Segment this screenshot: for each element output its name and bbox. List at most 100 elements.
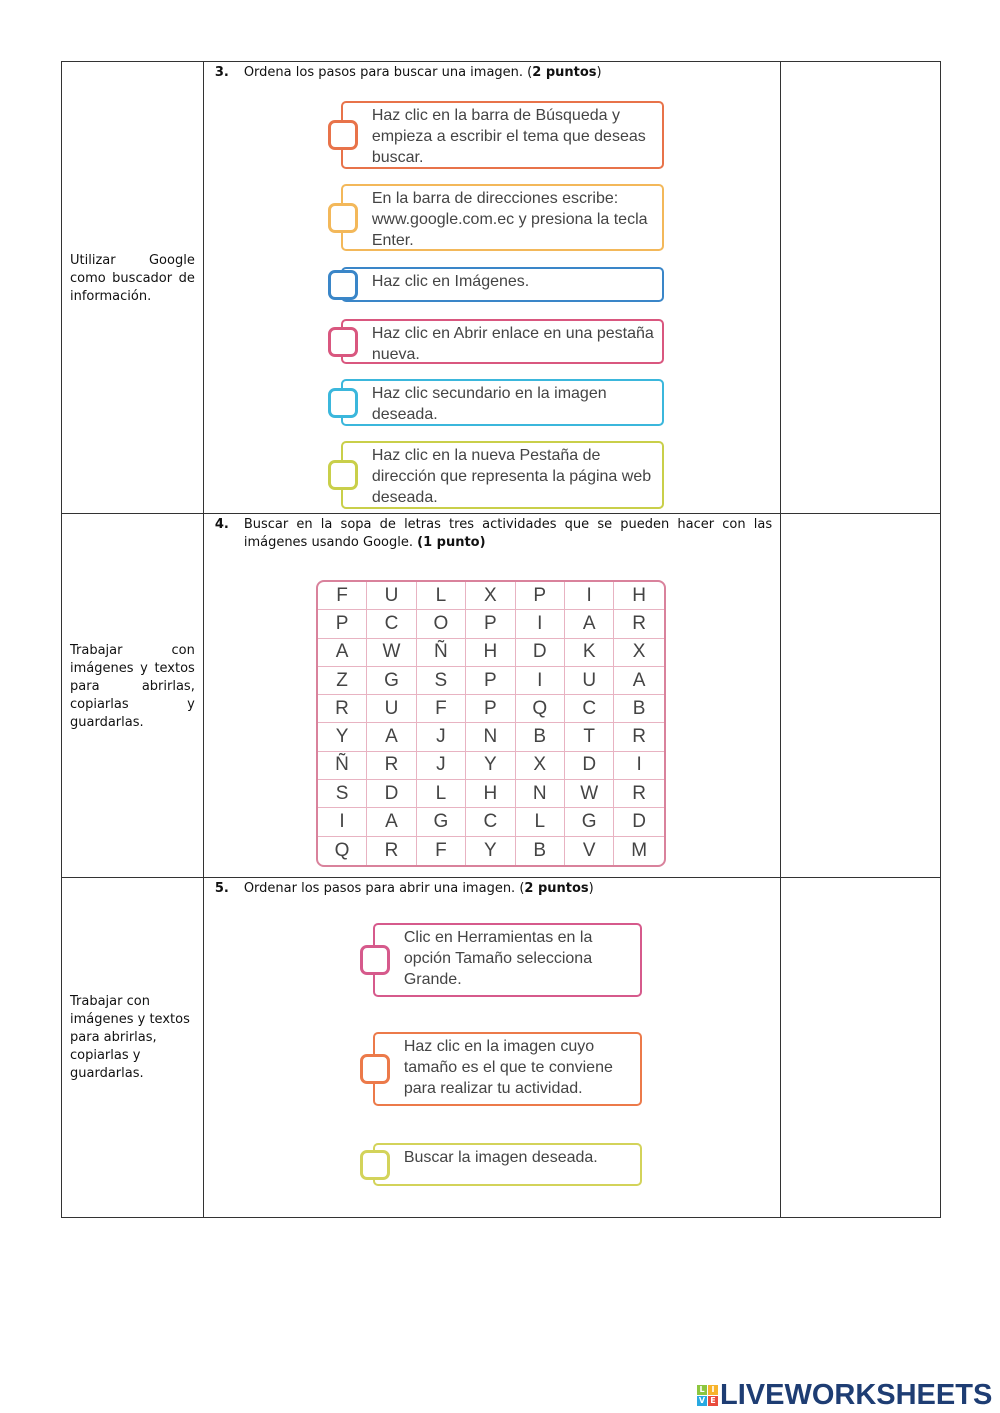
word-search-cell[interactable]: P	[466, 610, 516, 639]
word-search-cell[interactable]: C	[367, 610, 417, 639]
word-search-cell[interactable]: H	[614, 582, 664, 611]
word-search-cell[interactable]: V	[565, 836, 615, 865]
word-search-cell[interactable]: O	[416, 610, 467, 639]
word-search-cell[interactable]: R	[367, 751, 417, 781]
step-box: Clic en Herramientas en la opción Tamaño…	[372, 923, 642, 997]
word-search-cell[interactable]: F	[317, 582, 368, 611]
word-search-cell[interactable]: Y	[317, 723, 368, 752]
word-search-cell[interactable]: A	[614, 667, 664, 696]
word-search-cell[interactable]: F	[416, 695, 467, 724]
order-checkbox[interactable]	[327, 460, 358, 490]
word-search-cell[interactable]: H	[466, 638, 516, 667]
word-search-cell[interactable]: I	[515, 666, 565, 696]
order-checkbox[interactable]	[359, 1054, 390, 1084]
word-search-cell[interactable]: I	[564, 582, 615, 611]
word-search-cell[interactable]: W	[564, 780, 615, 809]
word-search-cell[interactable]: X	[466, 582, 516, 611]
word-search-cell[interactable]: A	[367, 808, 417, 837]
word-search-cell[interactable]: Ñ	[317, 751, 368, 781]
order-checkbox[interactable]	[359, 945, 390, 975]
word-search-cell[interactable]: P	[466, 666, 516, 696]
word-search-cell[interactable]: C	[564, 695, 615, 724]
word-search-cell[interactable]: M	[631, 839, 648, 861]
word-search-cell[interactable]: N	[466, 723, 516, 752]
objective-text: Trabajar con imágenes y textos para abri…	[70, 994, 190, 1081]
question-number: 4.	[214, 517, 229, 532]
question-text: Buscar en la sopa de letras tres activid…	[243, 517, 773, 550]
word-search-cell[interactable]: R	[614, 610, 664, 639]
word-search-cell[interactable]: U	[367, 695, 417, 724]
word-search-cell[interactable]: G	[416, 808, 467, 837]
word-search-cell[interactable]: R	[367, 836, 417, 865]
word-search-cell[interactable]: F	[417, 836, 467, 865]
word-search-cell[interactable]: U	[367, 582, 417, 611]
word-search-cell[interactable]: R	[614, 723, 664, 752]
order-checkbox[interactable]	[327, 269, 358, 300]
points: (1 punto)	[417, 535, 486, 550]
order-checkbox[interactable]	[359, 1149, 390, 1180]
word-search-cell[interactable]: G	[564, 808, 615, 837]
word-search-cell[interactable]: A	[317, 638, 368, 667]
word-search-cell[interactable]: C	[466, 808, 516, 837]
word-search-cell[interactable]: I	[317, 808, 368, 837]
word-search-cell[interactable]: L	[515, 808, 565, 837]
row-4: Trabajar con imágenes y textos para abri…	[61, 513, 941, 878]
word-search-cell[interactable]: W	[367, 638, 417, 667]
order-checkbox[interactable]	[327, 326, 358, 357]
word-search-cell[interactable]: P	[515, 582, 565, 611]
word-search-cell[interactable]: L	[416, 582, 467, 611]
word-search-cell[interactable]: D	[564, 751, 615, 781]
word-search-cell[interactable]: P	[317, 610, 368, 639]
word-search-cell[interactable]: D	[367, 780, 417, 809]
score-cell[interactable]	[780, 877, 941, 1218]
question-text-end: )	[588, 881, 594, 896]
word-search-cell[interactable]: K	[564, 638, 615, 667]
step-box: En la barra de direcciones escribe: www.…	[340, 184, 664, 251]
word-search-cell[interactable]: U	[564, 666, 615, 696]
logo-text: LIVEWORKSHEETS	[720, 1379, 993, 1411]
question-cell: 3. Ordena los pasos para buscar una image…	[202, 61, 782, 514]
order-checkbox[interactable]	[327, 120, 358, 150]
word-search-cell[interactable]: A	[564, 610, 615, 639]
question-text: Ordena los pasos para buscar una imagen.…	[243, 65, 533, 80]
word-search-cell[interactable]: P	[466, 695, 516, 724]
word-search-cell[interactable]: Q	[318, 836, 368, 865]
question-number: 5.	[214, 881, 229, 896]
word-search-cell[interactable]: Y	[466, 751, 516, 781]
word-search-cell[interactable]: J	[416, 723, 467, 752]
step-box: Haz clic en la barra de Búsqueda y empie…	[340, 101, 664, 169]
order-checkbox[interactable]	[327, 202, 358, 233]
word-search-cell[interactable]: A	[367, 723, 417, 752]
word-search-cell[interactable]: X	[614, 639, 664, 667]
word-search-cell[interactable]: N	[515, 780, 565, 809]
word-search-cell[interactable]: Q	[515, 695, 565, 724]
word-search-cell[interactable]: B	[515, 723, 565, 752]
word-search-cell[interactable]: B	[614, 695, 664, 724]
word-search-cell[interactable]: R	[317, 695, 368, 724]
question-cell: 5. Ordenar los pasos para abrir una image…	[202, 877, 782, 1218]
order-checkbox[interactable]	[327, 387, 358, 418]
word-search-cell[interactable]: B	[516, 836, 565, 865]
word-search-cell[interactable]: I	[515, 610, 565, 639]
word-search-cell[interactable]: X	[515, 751, 565, 781]
word-search-cell[interactable]: D	[614, 808, 664, 837]
word-search-cell[interactable]: R	[614, 780, 664, 809]
word-search-cell[interactable]: G	[367, 666, 417, 696]
word-search-cell[interactable]: S	[317, 780, 368, 809]
word-search-cell[interactable]: H	[466, 780, 516, 809]
word-search-cell[interactable]: L	[416, 780, 467, 809]
score-cell[interactable]	[780, 61, 941, 514]
step-box: Buscar la imagen deseada.	[372, 1143, 642, 1186]
word-search-cell[interactable]: T	[564, 723, 615, 752]
score-cell[interactable]	[780, 513, 941, 878]
word-search-cell[interactable]: Z	[317, 666, 368, 696]
word-search-cell[interactable]: Ñ	[416, 638, 467, 667]
word-search-cell[interactable]: S	[416, 666, 467, 696]
word-search-cell[interactable]: Y	[466, 836, 516, 865]
word-search-cell[interactable]: J	[416, 751, 467, 781]
word-search-cell[interactable]: D	[515, 638, 565, 667]
word-search-cell[interactable]: I	[614, 752, 664, 781]
